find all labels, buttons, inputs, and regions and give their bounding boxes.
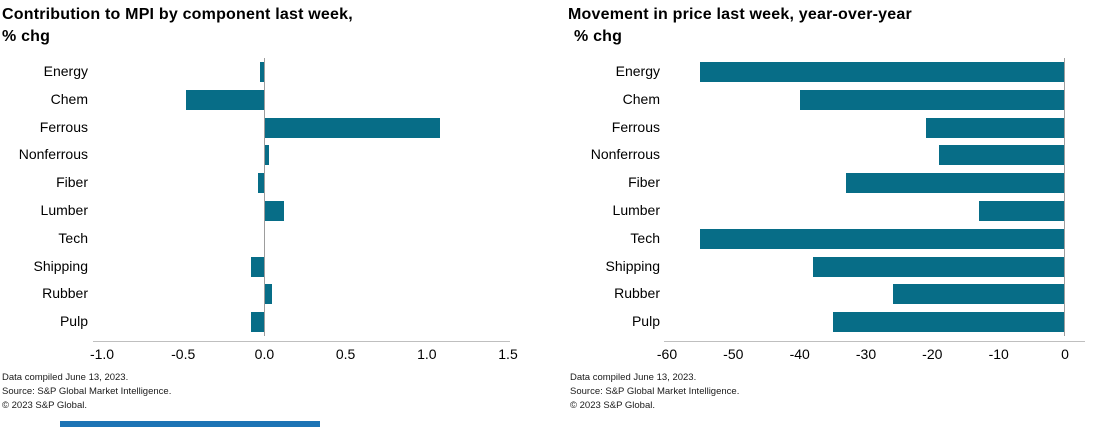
footnote-source: Source: S&P Global Market Intelligence. (570, 386, 740, 397)
category-label-chem: Chem (50, 90, 88, 107)
category-label-fiber: Fiber (56, 174, 88, 191)
x-tick-label: -1.0 (89, 346, 115, 362)
x-tick-label: -20 (922, 346, 943, 362)
category-label-shipping: Shipping (605, 257, 661, 274)
category-label-rubber: Rubber (42, 285, 88, 302)
x-tick-label: -50 (723, 346, 744, 362)
x-tick-label: -0.5 (171, 346, 196, 362)
chart-title: Contribution to MPI by component last we… (2, 4, 353, 48)
x-axis-ticks: -1.0 -0.5 0.0 0.5 1.0 1.5 (90, 346, 518, 364)
category-label-nonferrous: Nonferrous (18, 146, 88, 163)
chart-title-line2: % chg (574, 28, 623, 45)
bar-chem (799, 89, 1065, 110)
bar-fiber (257, 173, 265, 194)
category-label-lumber: Lumber (40, 202, 88, 218)
x-tick-label: -30 (855, 346, 877, 362)
bar-chem (186, 89, 265, 110)
x-tick-label: 0.5 (335, 346, 356, 362)
x-axis-line (664, 341, 1085, 342)
category-label-tech: Tech (58, 229, 88, 246)
category-label-pulp: Pulp (631, 313, 660, 330)
bar-energy (700, 61, 1065, 82)
category-label-lumber: Lumber (612, 202, 660, 218)
bar-lumber (978, 200, 1065, 221)
bar-fiber (846, 173, 1065, 194)
bar-shipping (251, 256, 265, 277)
chart-footnote: Data compiled June 13, 2023. Source: S&P… (2, 371, 171, 413)
category-label-pulp: Pulp (59, 313, 88, 330)
bar-pulp (832, 312, 1065, 333)
category-label-ferrous: Ferrous (39, 118, 88, 135)
category-label-tech: Tech (630, 229, 660, 246)
category-label-fiber: Fiber (628, 174, 660, 191)
x-tick-label: -60 (656, 346, 678, 362)
category-label-energy: Energy (615, 63, 660, 79)
x-tick-label: 0.0 (254, 346, 275, 362)
footnote-source: Source: S&P Global Market Intelligence. (2, 386, 172, 397)
x-tick-label: 1.5 (498, 346, 518, 362)
bar-shipping (812, 256, 1065, 277)
category-label-chem: Chem (622, 90, 660, 107)
bar-ferrous (925, 117, 1065, 138)
chart-price-movement: Movement in price last week, year-over-y… (560, 0, 1101, 427)
zero-axis-line (264, 58, 265, 336)
x-tick-label: 0 (1061, 346, 1069, 362)
chart-title: Movement in price last week, year-over-y… (568, 4, 912, 48)
plot-area (667, 58, 1065, 336)
chart-title-line2: % chg (2, 28, 51, 45)
footnote-copyright: © 2023 S&P Global. (570, 400, 655, 411)
bar-tech (700, 228, 1065, 249)
bar-nonferrous (264, 145, 270, 166)
bar-rubber (264, 284, 273, 305)
footnote-compiled: Data compiled June 13, 2023. (2, 372, 129, 383)
x-axis-line (93, 341, 510, 342)
bottom-accent-bar (60, 421, 320, 427)
chart-title-line1: Movement in price last week, year-over-y… (568, 6, 912, 23)
bar-ferrous (264, 117, 440, 138)
x-tick-label: -40 (789, 346, 810, 362)
category-labels: Energy Chem Ferrous Nonferrous Fiber Lumber Te… (0, 58, 88, 336)
x-axis-ticks: -60 -50 -40 -30 -20 -10 0 (657, 346, 1069, 364)
category-label-energy: Energy (43, 63, 88, 79)
category-label-nonferrous: Nonferrous (590, 146, 660, 163)
category-label-ferrous: Ferrous (611, 118, 660, 135)
bar-energy (259, 61, 265, 82)
bar-nonferrous (939, 145, 1065, 166)
bar-lumber (264, 200, 284, 221)
chart-contribution-mpi: Contribution to MPI by component last we… (0, 0, 540, 427)
zero-axis-line (1064, 58, 1065, 336)
x-tick-label: 1.0 (417, 346, 437, 362)
category-label-shipping: Shipping (33, 257, 89, 274)
footnote-copyright: © 2023 S&P Global. (2, 400, 87, 411)
category-label-rubber: Rubber (614, 285, 660, 302)
bar-pulp (251, 312, 265, 333)
footnote-compiled: Data compiled June 13, 2023. (570, 372, 697, 383)
chart-title-line1: Contribution to MPI by component last we… (2, 6, 353, 23)
category-labels: Energy Chem Ferrous Nonferrous Fiber Lumber Te… (560, 58, 660, 336)
bar-rubber (892, 284, 1065, 305)
x-tick-label: -10 (988, 346, 1009, 362)
chart-footnote: Data compiled June 13, 2023. Source: S&P… (570, 371, 739, 413)
plot-area (102, 58, 508, 336)
